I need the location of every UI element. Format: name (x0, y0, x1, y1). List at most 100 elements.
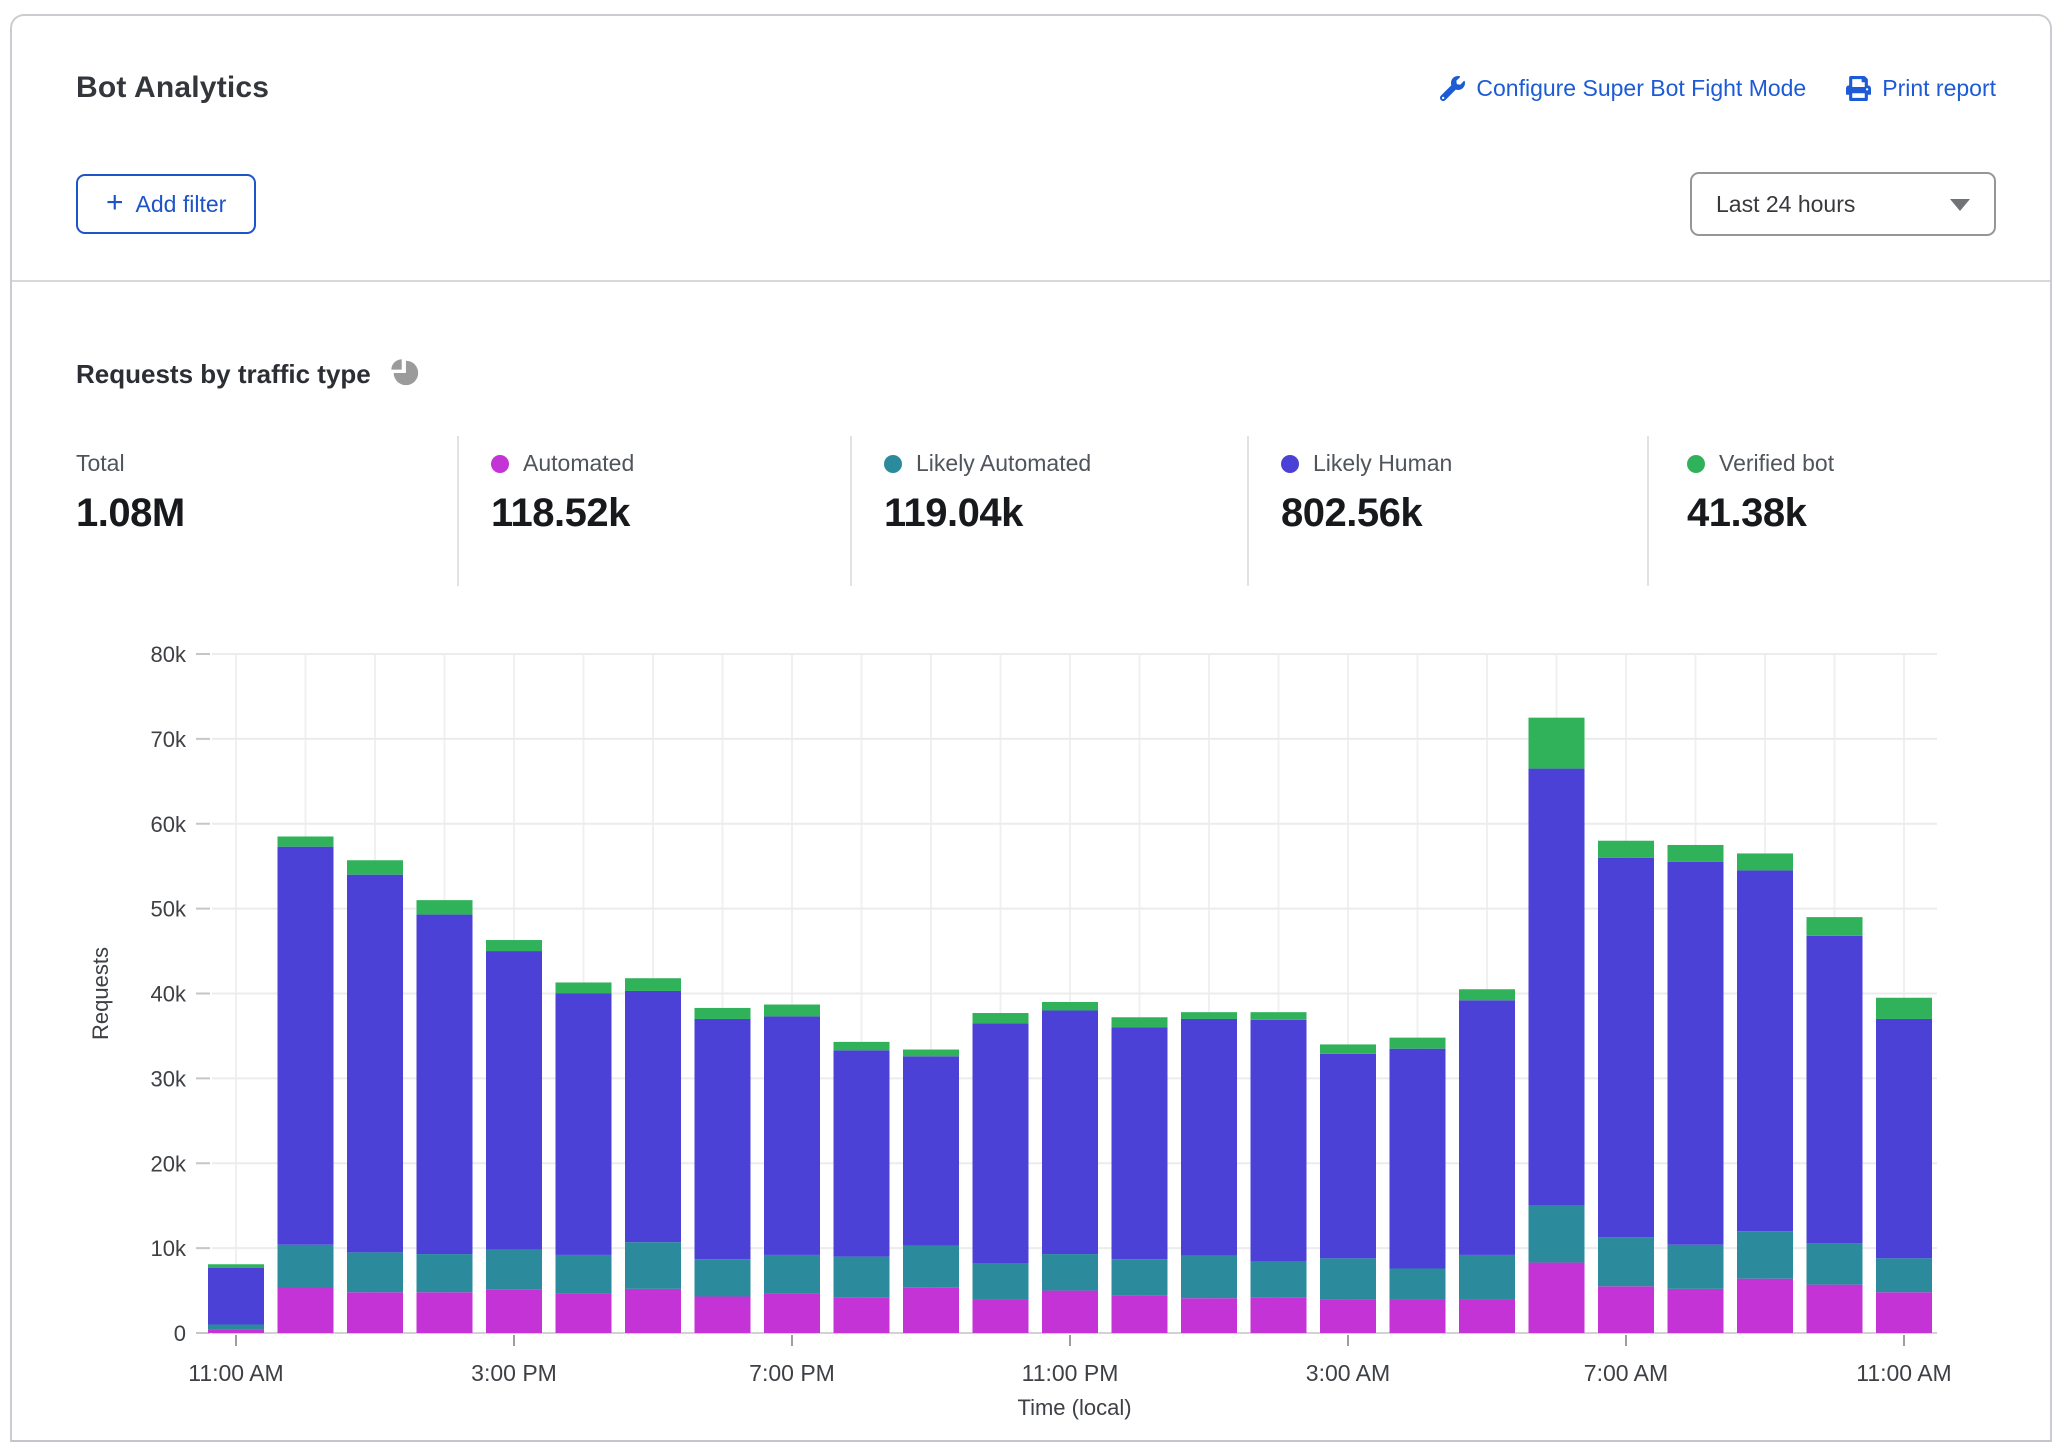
segment-likely-automated[interactable] (695, 1259, 751, 1296)
segment-likely-human[interactable] (1598, 858, 1654, 1237)
segment-likely-human[interactable] (764, 1016, 820, 1254)
bar-7:00 PM[interactable] (764, 1005, 820, 1333)
requests-by-traffic-type-chart[interactable]: 010k20k30k40k50k60k70k80k11:00 AM3:00 PM… (12, 612, 2054, 1424)
segment-verified-bot[interactable] (417, 900, 473, 914)
segment-verified-bot[interactable] (1251, 1012, 1307, 1020)
segment-likely-human[interactable] (1390, 1049, 1446, 1269)
segment-automated[interactable] (764, 1293, 820, 1333)
segment-likely-human[interactable] (1042, 1010, 1098, 1254)
segment-automated[interactable] (973, 1299, 1029, 1333)
segment-likely-human[interactable] (1737, 870, 1793, 1231)
bar-9:00 AM[interactable] (1737, 853, 1793, 1333)
segment-automated[interactable] (1598, 1286, 1654, 1333)
segment-likely-automated[interactable] (1459, 1255, 1515, 1299)
segment-likely-automated[interactable] (1529, 1206, 1585, 1263)
segment-verified-bot[interactable] (903, 1050, 959, 1057)
bar-8:00 AM[interactable] (1668, 845, 1724, 1333)
segment-automated[interactable] (1251, 1297, 1307, 1333)
bar-4:00 AM[interactable] (1390, 1038, 1446, 1333)
segment-likely-human[interactable] (278, 847, 334, 1245)
segment-automated[interactable] (695, 1297, 751, 1333)
segment-likely-human[interactable] (834, 1050, 890, 1256)
configure-super-bot-fight-mode-link[interactable]: Configure Super Bot Fight Mode (1440, 75, 1806, 102)
segment-verified-bot[interactable] (1181, 1012, 1237, 1019)
segment-automated[interactable] (347, 1292, 403, 1333)
segment-verified-bot[interactable] (625, 978, 681, 991)
segment-verified-bot[interactable] (1876, 998, 1932, 1019)
segment-verified-bot[interactable] (278, 836, 334, 846)
segment-likely-automated[interactable] (1807, 1243, 1863, 1285)
bar-3:00 PM[interactable] (486, 940, 542, 1333)
stacked-bar-chart[interactable]: 010k20k30k40k50k60k70k80k11:00 AM3:00 PM… (12, 612, 2054, 1424)
bar-6:00 AM[interactable] (1529, 718, 1585, 1333)
segment-automated[interactable] (278, 1288, 334, 1333)
segment-likely-human[interactable] (1181, 1019, 1237, 1256)
bar-12:00 AM[interactable] (1112, 1017, 1168, 1333)
segment-automated[interactable] (1320, 1300, 1376, 1333)
segment-verified-bot[interactable] (1112, 1017, 1168, 1027)
bar-9:00 PM[interactable] (903, 1050, 959, 1333)
segment-verified-bot[interactable] (1807, 917, 1863, 936)
bar-2:00 AM[interactable] (1251, 1012, 1307, 1333)
segment-likely-human[interactable] (1112, 1027, 1168, 1259)
segment-likely-automated[interactable] (903, 1246, 959, 1288)
segment-automated[interactable] (486, 1290, 542, 1333)
segment-automated[interactable] (834, 1297, 890, 1333)
segment-likely-automated[interactable] (208, 1325, 264, 1330)
segment-automated[interactable] (208, 1330, 264, 1333)
segment-likely-automated[interactable] (1390, 1268, 1446, 1299)
segment-likely-automated[interactable] (1737, 1231, 1793, 1279)
segment-likely-automated[interactable] (556, 1255, 612, 1293)
segment-verified-bot[interactable] (1529, 718, 1585, 769)
segment-likely-human[interactable] (1459, 1000, 1515, 1255)
bar-8:00 PM[interactable] (834, 1042, 890, 1333)
segment-likely-human[interactable] (1320, 1054, 1376, 1259)
segment-automated[interactable] (1042, 1291, 1098, 1333)
segment-likely-automated[interactable] (1042, 1254, 1098, 1290)
segment-verified-bot[interactable] (1042, 1002, 1098, 1010)
bar-1:00 PM[interactable] (347, 860, 403, 1333)
segment-verified-bot[interactable] (1459, 989, 1515, 1000)
segment-automated[interactable] (625, 1289, 681, 1333)
bar-4:00 PM[interactable] (556, 982, 612, 1333)
bar-11:00 PM[interactable] (1042, 1002, 1098, 1333)
segment-automated[interactable] (1181, 1298, 1237, 1333)
segment-likely-automated[interactable] (1112, 1259, 1168, 1295)
segment-automated[interactable] (1668, 1289, 1724, 1333)
segment-likely-automated[interactable] (486, 1250, 542, 1290)
segment-likely-automated[interactable] (1598, 1237, 1654, 1286)
segment-likely-human[interactable] (1668, 862, 1724, 1245)
segment-likely-automated[interactable] (764, 1255, 820, 1293)
timeframe-select[interactable]: Last 24 hours (1690, 172, 1996, 236)
segment-likely-automated[interactable] (1181, 1256, 1237, 1298)
segment-verified-bot[interactable] (556, 982, 612, 993)
print-report-link[interactable]: Print report (1846, 75, 1996, 102)
segment-verified-bot[interactable] (347, 860, 403, 874)
segment-likely-automated[interactable] (417, 1254, 473, 1292)
segment-likely-human[interactable] (556, 994, 612, 1255)
bar-1:00 AM[interactable] (1181, 1012, 1237, 1333)
segment-likely-human[interactable] (973, 1023, 1029, 1263)
segment-verified-bot[interactable] (486, 940, 542, 951)
segment-automated[interactable] (1529, 1263, 1585, 1333)
segment-likely-human[interactable] (695, 1019, 751, 1259)
segment-automated[interactable] (903, 1287, 959, 1333)
segment-likely-automated[interactable] (625, 1242, 681, 1289)
segment-likely-automated[interactable] (973, 1263, 1029, 1299)
bar-5:00 PM[interactable] (625, 978, 681, 1333)
segment-likely-automated[interactable] (1320, 1258, 1376, 1300)
segment-likely-automated[interactable] (834, 1257, 890, 1298)
bar-2:00 PM[interactable] (417, 900, 473, 1333)
segment-verified-bot[interactable] (1737, 853, 1793, 870)
bar-10:00 PM[interactable] (973, 1013, 1029, 1333)
segment-automated[interactable] (1459, 1299, 1515, 1333)
segment-verified-bot[interactable] (834, 1042, 890, 1050)
add-filter-button[interactable]: + Add filter (76, 174, 256, 234)
bar-12:00 PM[interactable] (278, 836, 334, 1333)
segment-likely-human[interactable] (208, 1268, 264, 1325)
segment-verified-bot[interactable] (1320, 1044, 1376, 1053)
segment-likely-human[interactable] (347, 875, 403, 1253)
segment-verified-bot[interactable] (973, 1013, 1029, 1023)
segment-likely-human[interactable] (1876, 1019, 1932, 1258)
segment-verified-bot[interactable] (1598, 841, 1654, 858)
